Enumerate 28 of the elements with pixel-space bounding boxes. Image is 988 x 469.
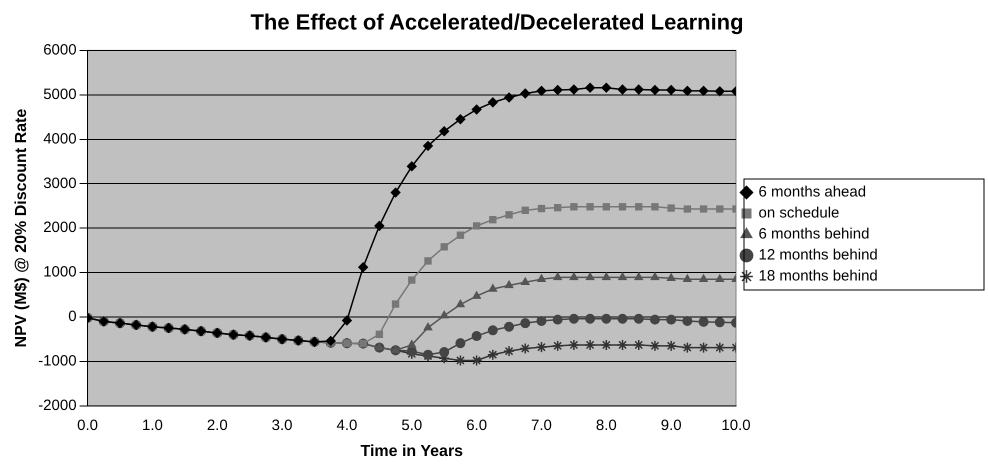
x-tick-label: 1.0: [142, 416, 163, 434]
x-axis-title: Time in Years: [360, 442, 464, 460]
y-tick-label: 3000: [43, 174, 77, 192]
y-tick-label: 5000: [43, 86, 77, 103]
legend-label: 12 months behind: [758, 246, 878, 264]
x-tick-label: 0.0: [77, 416, 98, 434]
legend-label: 18 months behind: [758, 268, 878, 285]
x-tick-label: 5.0: [401, 416, 422, 434]
y-tick-label: 1000: [43, 264, 77, 281]
y-axis-title: NPV (M$) @ 20% Discount Rate: [13, 108, 30, 348]
y-tick-label: 2000: [43, 219, 77, 236]
x-tick-label: 2.0: [206, 416, 228, 434]
x-tick-label: 6.0: [466, 416, 488, 434]
legend-label: 6 months behind: [758, 226, 870, 243]
legend-label: 6 months ahead: [758, 184, 866, 201]
x-tick-label: 9.0: [660, 416, 682, 434]
legend-label: on schedule: [758, 204, 840, 222]
chart-title: The Effect of Accelerated/Decelerated Learning: [250, 9, 744, 34]
y-tick-label: -1000: [38, 352, 77, 370]
x-tick-label: 3.0: [272, 416, 293, 434]
x-tick-label: 8.0: [596, 416, 617, 434]
y-tick-label: 4000: [43, 130, 77, 148]
x-tick-label: 4.0: [336, 416, 358, 434]
x-tick-label: 7.0: [531, 416, 552, 434]
y-tick-label: 0: [68, 308, 77, 326]
x-tick-label: 10.0: [721, 416, 751, 434]
y-tick-label: -2000: [38, 396, 77, 414]
y-tick-label: 6000: [43, 42, 77, 59]
